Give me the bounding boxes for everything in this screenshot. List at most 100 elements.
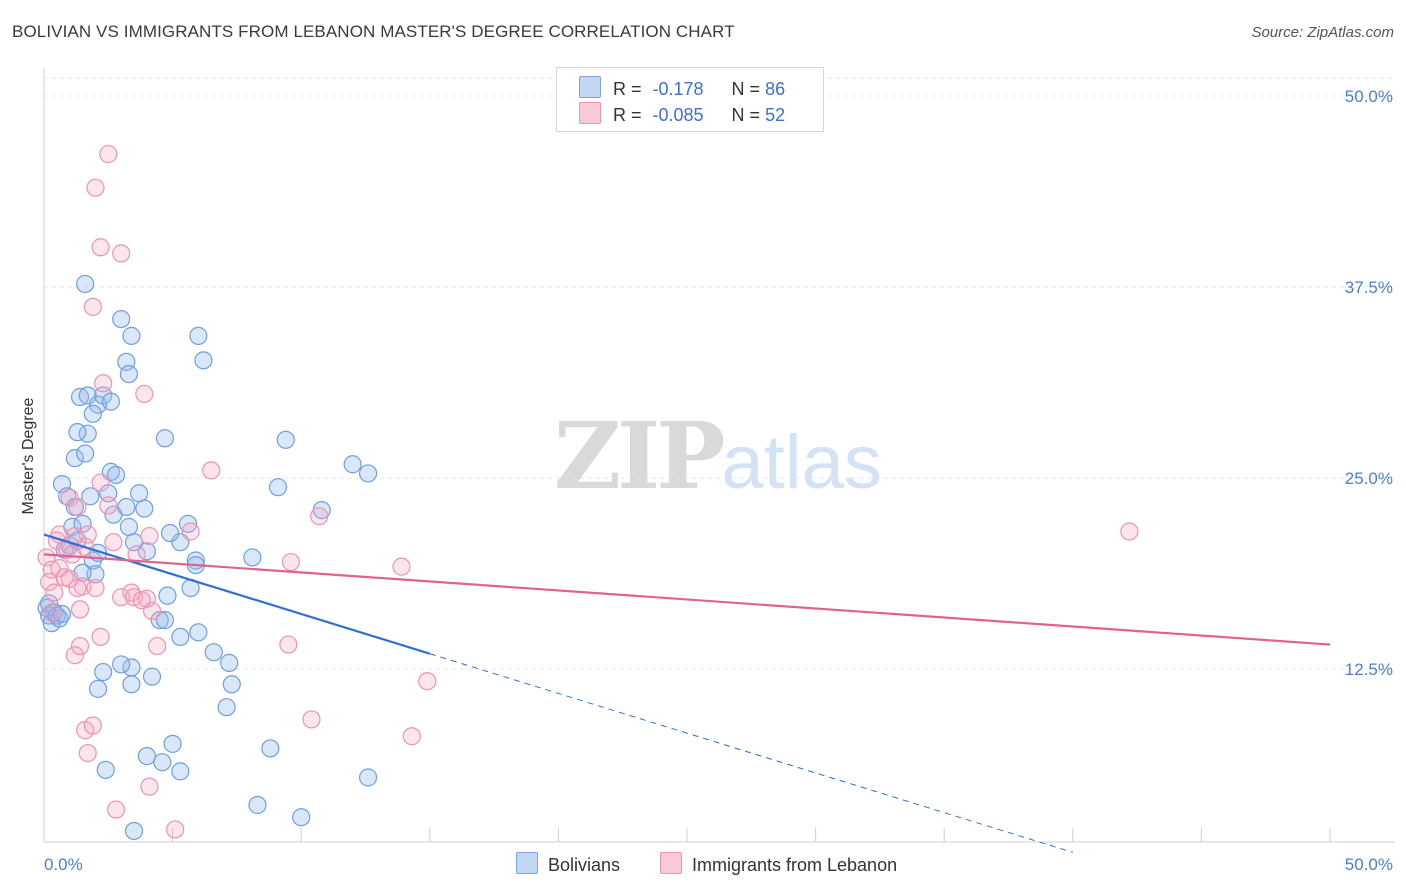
lebanon-point	[279, 635, 298, 654]
lebanon-point	[281, 552, 301, 572]
bolivians-point	[88, 679, 108, 698]
lebanon-point	[202, 461, 221, 480]
lebanon-swatch	[660, 852, 682, 874]
data-points	[37, 144, 1139, 841]
legend-row-bolivians: R = -0.178 N = 86	[579, 76, 785, 100]
r-value: -0.085	[652, 105, 704, 125]
y-tick-label: 25.0%	[1345, 469, 1393, 488]
bolivians-point	[78, 386, 97, 405]
bolivians-point	[96, 760, 115, 779]
lebanon-point	[91, 473, 110, 492]
lebanon-point	[302, 710, 321, 729]
lebanon-point	[140, 777, 159, 796]
bolivians-point	[243, 548, 262, 567]
bolivians-point	[189, 326, 208, 345]
correlation-legend: R = -0.178 N = 86 R = -0.085 N = 52	[556, 67, 824, 132]
bolivians-point	[112, 309, 131, 329]
bolivians-point	[119, 364, 138, 384]
bolivians-point	[122, 326, 141, 345]
bolivians-point	[358, 464, 378, 483]
legend-label-lebanon: Immigrants from Lebanon	[692, 855, 898, 875]
bolivians-point	[261, 739, 280, 758]
lebanon-swatch	[579, 102, 601, 124]
lebanon-point	[140, 526, 159, 546]
n-label: N =	[731, 79, 761, 99]
lebanon-point	[418, 672, 437, 691]
lebanon-point	[70, 636, 90, 656]
lebanon-point	[86, 578, 105, 598]
lebanon-trend-line	[43, 553, 1331, 646]
lebanon-point	[70, 600, 90, 619]
source-label: Source: ZipAtlas.com	[1251, 24, 1394, 41]
bolivians-point	[248, 795, 267, 815]
lebanon-point	[99, 144, 118, 164]
lebanon-point	[99, 496, 118, 515]
lebanon-point	[86, 178, 105, 197]
n-value: 52	[765, 105, 786, 125]
lebanon-point	[310, 507, 329, 526]
lebanon-point	[42, 603, 61, 622]
legend-label-bolivians: Bolivians	[548, 855, 621, 875]
lebanon-point	[83, 297, 102, 316]
legend-item-bolivians[interactable]: Bolivians	[516, 852, 620, 876]
grid-lines	[44, 77, 1394, 670]
bolivians-point	[189, 623, 208, 642]
bolivians-point	[204, 643, 223, 662]
bolivians-point	[268, 478, 288, 497]
bolivians-point	[217, 698, 236, 717]
bolivians-point	[220, 653, 239, 672]
bolivians-point	[163, 734, 182, 753]
bolivians-trend-line	[43, 533, 431, 655]
lebanon-point	[78, 743, 97, 763]
lebanon-point	[78, 525, 97, 544]
y-tick-label: 37.5%	[1345, 278, 1393, 297]
bolivians-point	[68, 423, 87, 442]
bolivians-point	[150, 611, 169, 630]
lebanon-point	[135, 384, 154, 404]
bolivians-point	[276, 430, 295, 449]
bolivians-point	[137, 746, 156, 766]
lebanon-point	[112, 244, 131, 263]
bolivians-point	[117, 497, 136, 517]
bolivians-swatch	[516, 852, 538, 874]
bolivians-point	[76, 444, 95, 463]
bolivians-point	[119, 517, 138, 536]
y-tick-label: 50.0%	[1345, 87, 1393, 106]
watermark-zip: ZIP	[554, 402, 725, 510]
lebanon-point	[94, 374, 113, 393]
legend-item-lebanon[interactable]: Immigrants from Lebanon	[660, 852, 897, 876]
bolivians-point	[106, 465, 126, 485]
bolivians-point	[158, 586, 177, 605]
lebanon-point	[112, 588, 131, 607]
bolivians-point	[343, 455, 362, 474]
bolivians-point	[137, 542, 156, 561]
lebanon-point	[91, 627, 110, 647]
n-value: 86	[765, 79, 786, 99]
r-label: R =	[613, 79, 642, 99]
x-tick-label: 50.0%	[1345, 855, 1393, 874]
lebanon-point	[181, 522, 200, 541]
y-axis-label: Master's Degree	[20, 397, 37, 514]
lebanon-point	[104, 533, 123, 552]
bolivians-point	[70, 387, 90, 407]
lebanon-point	[83, 716, 102, 735]
bolivians-point	[76, 274, 95, 294]
lebanon-point	[65, 646, 84, 665]
lebanon-point	[68, 578, 87, 598]
bolivians-point	[155, 611, 174, 630]
bolivians-point	[292, 808, 311, 827]
bolivians-point	[358, 768, 378, 787]
bolivians-point	[194, 351, 213, 370]
lebanon-point	[392, 557, 411, 576]
lebanon-point	[106, 800, 126, 819]
bolivians-point	[83, 404, 102, 423]
r-label: R =	[613, 105, 642, 125]
trend-lines	[43, 533, 1331, 853]
legend-row-lebanon: R = -0.085 N = 52	[579, 102, 785, 126]
n-label: N =	[731, 105, 761, 125]
lebanon-point	[148, 636, 167, 656]
bolivians-point	[112, 655, 131, 674]
bolivians-point	[124, 821, 144, 841]
axes	[43, 68, 1394, 843]
